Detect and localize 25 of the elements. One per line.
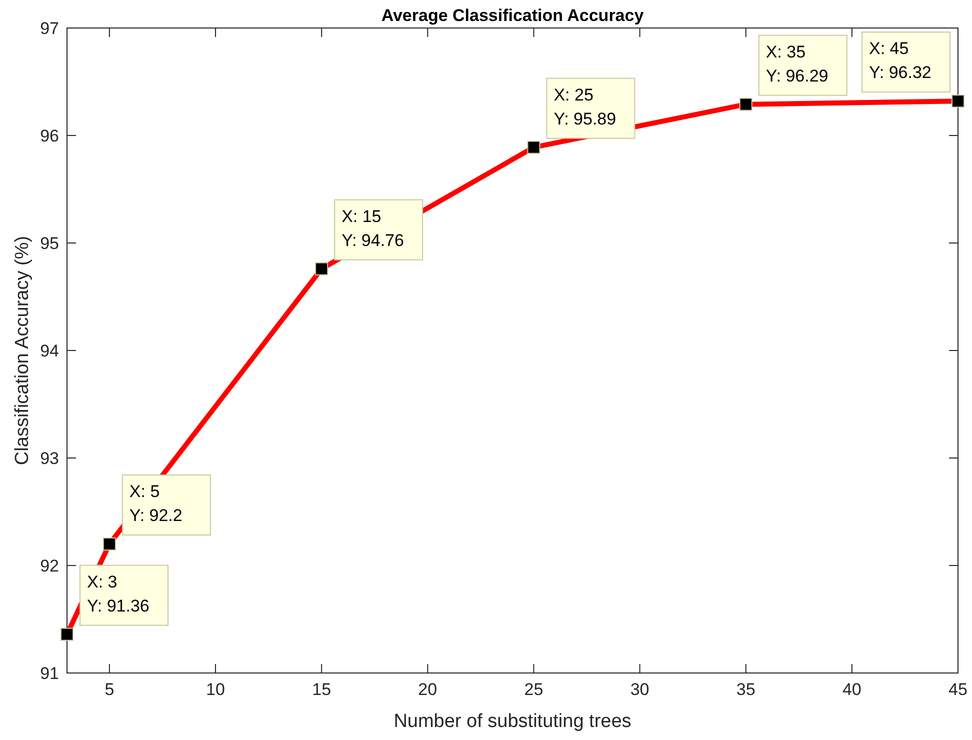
- x-tick-label: 40: [842, 680, 862, 699]
- y-tick-label: 94: [40, 342, 59, 360]
- annotation: X: 5 Y: 92.2: [129, 482, 182, 525]
- x-tick-label: 10: [206, 680, 225, 699]
- y-axis-title: Classification Accuracy (%): [12, 236, 33, 466]
- x-tick-label: 20: [418, 680, 438, 699]
- x-tick-label: 5: [104, 680, 114, 699]
- annotation: X: 45 Y: 96.32: [869, 39, 932, 82]
- x-tick-label: 45: [948, 680, 968, 699]
- y-tick-label: 92: [40, 556, 59, 576]
- x-axis-title: Number of substituting trees: [394, 711, 632, 732]
- chart-title: Average Classification Accuracy: [381, 6, 644, 25]
- y-tick-label: 97: [40, 19, 59, 38]
- annotation: X: 15 Y: 94.76: [342, 206, 404, 250]
- annotation: X: 25 Y: 95.89: [554, 85, 616, 128]
- annotation: X: 3 Y: 91.36: [87, 572, 150, 616]
- y-tick-label: 96: [40, 126, 59, 146]
- annotation: X: 35 Y: 96.29: [766, 42, 828, 86]
- y-tick-label: 95: [40, 234, 59, 253]
- y-tick-label: 93: [40, 449, 59, 468]
- x-tick-label: 30: [630, 680, 650, 699]
- y-tick-label: 91: [40, 664, 59, 683]
- x-tick-label: 35: [736, 680, 756, 699]
- x-tick-label: 15: [312, 680, 332, 699]
- x-tick-label: 25: [524, 680, 544, 699]
